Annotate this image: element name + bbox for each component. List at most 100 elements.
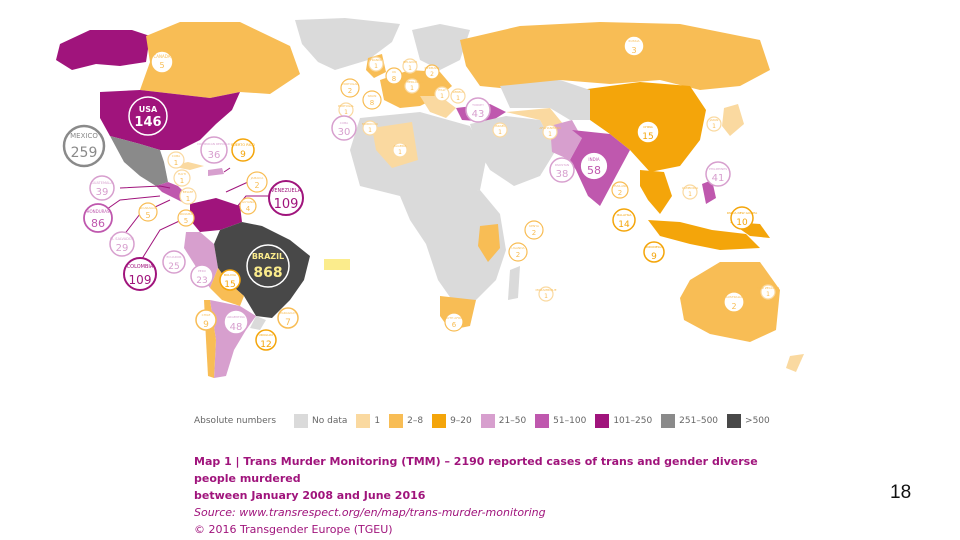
legend-item-2-8: 2–8 [389, 414, 423, 428]
country-central-asia [500, 80, 590, 120]
legend-item-251-500: 251–500 [661, 414, 718, 428]
label-circle-papua-new-guinea: PAPUA NEW GUINEA 10 [727, 206, 758, 230]
label-country: UK [392, 70, 397, 74]
label-count: 9 [651, 252, 657, 262]
country-uruguay [250, 316, 266, 330]
label-circle-brazil: BRAZIL 868 [246, 244, 290, 288]
legend-label: 51–100 [553, 416, 587, 426]
legend-item-500-plus: >500 [727, 414, 770, 428]
legend-swatch [356, 414, 371, 428]
label-country: GERMANY [424, 66, 439, 70]
label-count: 58 [587, 164, 601, 177]
label-count: 9 [203, 320, 209, 330]
label-country: AUSTRALIA [726, 295, 744, 299]
label-country: ARGENTINA [227, 315, 246, 319]
legend-label: 2–8 [407, 416, 424, 426]
label-circle-mozambique: MOZAMBIQUE 1 [535, 286, 557, 302]
caption-period: between January 2008 and June 2016 [194, 489, 426, 502]
label-count: 9 [240, 150, 246, 160]
svg-text:30: 30 [338, 127, 351, 138]
label-country: CUBA [172, 154, 181, 158]
label-country: INDONESIA [646, 245, 664, 249]
label-circle-venezuela: VENEZUELA 109 [268, 180, 304, 216]
label-country: BELGIUM [403, 60, 417, 64]
label-country: PAKISTAN [555, 163, 569, 167]
country-middle-east [470, 116, 556, 186]
label-circle-indonesia: INDONESIA 9 [643, 241, 665, 263]
label-country: NEW ZEALAND [757, 286, 780, 290]
country-philippines [702, 180, 716, 204]
label-circle-israel: ISRAEL 1 [492, 122, 508, 138]
label-circle-serbia: SERBIA 1 [450, 88, 466, 104]
label-circle-colombia: COLOMBIA 109 [123, 257, 157, 291]
label-country: NICARAGUA [139, 206, 158, 210]
label-count: 1 [186, 195, 190, 203]
highlight-box [324, 259, 350, 270]
map-legend: Absolute numbers No data 1 2–8 9–20 21–5… [194, 413, 779, 429]
label-count: 15 [642, 132, 653, 142]
legend-swatch [535, 414, 550, 428]
label-circle-guyana: GUYANA 4 [239, 197, 257, 215]
label-circle-germany: GERMANY 2 [424, 64, 440, 80]
label-country: TURKEY [471, 103, 484, 107]
label-country: MEXICO [70, 132, 98, 140]
label-circle-belgium: BELGIUM 1 [402, 58, 418, 74]
label-count: 2 [254, 181, 259, 190]
label-country: ECUADOR [167, 255, 182, 259]
label-circle-cambodia: CAMBODIA 1 [682, 184, 699, 200]
label-count: 5 [159, 61, 164, 70]
country-canada [140, 22, 300, 98]
label-count: 3 [631, 46, 636, 55]
label-count: 2 [516, 251, 520, 259]
label-country: PORTUGAL [342, 82, 358, 86]
label-count: 6 [452, 321, 457, 329]
label-circle-japan: JAPAN 1 [706, 116, 722, 132]
label-country: PORTUGAL [338, 104, 354, 108]
label-circle-malaysia: MALAYSIA 14 [612, 208, 636, 232]
label-circle-india: INDIA 58 [579, 151, 609, 181]
label-circle-el-salvador: EL SALVADOR 29 [109, 231, 135, 257]
label-count: 1 [374, 63, 378, 70]
legend-label: No data [312, 416, 348, 426]
label-country: CHILE [202, 313, 211, 317]
leader-line [235, 195, 272, 209]
label-count: 4 [246, 205, 251, 213]
country-italy-balkans [420, 96, 456, 118]
legend-label: >500 [745, 416, 770, 426]
label-circle-france: FRANCE 1 [368, 56, 384, 72]
label-country: BELIZE [183, 190, 194, 194]
label-count: 109 [274, 197, 299, 212]
country-russia [460, 22, 770, 90]
label-count: 1 [408, 65, 412, 72]
label-count: 14 [618, 220, 630, 230]
label-country: RUSSIA [628, 39, 640, 43]
label-country: GUYANA [242, 200, 255, 204]
label-country: CAMBODIA [682, 186, 699, 190]
label-country: INDIA [588, 157, 599, 162]
label-country: PHILIPPINES [709, 167, 727, 171]
caption-source-link[interactable]: Source: www.transrespect.org/en/map/tran… [194, 506, 546, 519]
label-count: 5 [184, 217, 188, 225]
country-pakistan [550, 120, 582, 160]
label-country: SOUTH AFRICA [443, 316, 466, 320]
label-country: UGANDA [511, 246, 525, 250]
label-circle-portugal: PORTUGAL 2 [340, 78, 360, 98]
label-circle-argentina: ARGENTINA 48 [223, 309, 249, 335]
label-circle-thailand: THAILAND 2 [611, 181, 629, 199]
label-count: 146 [134, 115, 161, 130]
label-circle-uganda: UGANDA 2 [508, 242, 528, 262]
legend-item-51-100: 51–100 [535, 414, 586, 428]
label-circle-morocco: MOROCCO 1 [362, 120, 379, 136]
label-country: PUERTO RICO [231, 143, 255, 147]
label-country: NETHERLANDS [401, 80, 424, 84]
label-country: SERBIA [453, 90, 465, 94]
label-count: 1 [174, 159, 178, 167]
label-count: 1 [548, 131, 552, 138]
label-count: 39 [96, 187, 109, 198]
label-circle-afghanistan: AFGHANISTAN 1 [539, 124, 561, 140]
legend-swatch [480, 414, 495, 428]
label-count: 36 [208, 150, 221, 161]
label-circle-canada: CANADA 5 [150, 50, 174, 74]
label-country: PANAMA [180, 212, 194, 216]
